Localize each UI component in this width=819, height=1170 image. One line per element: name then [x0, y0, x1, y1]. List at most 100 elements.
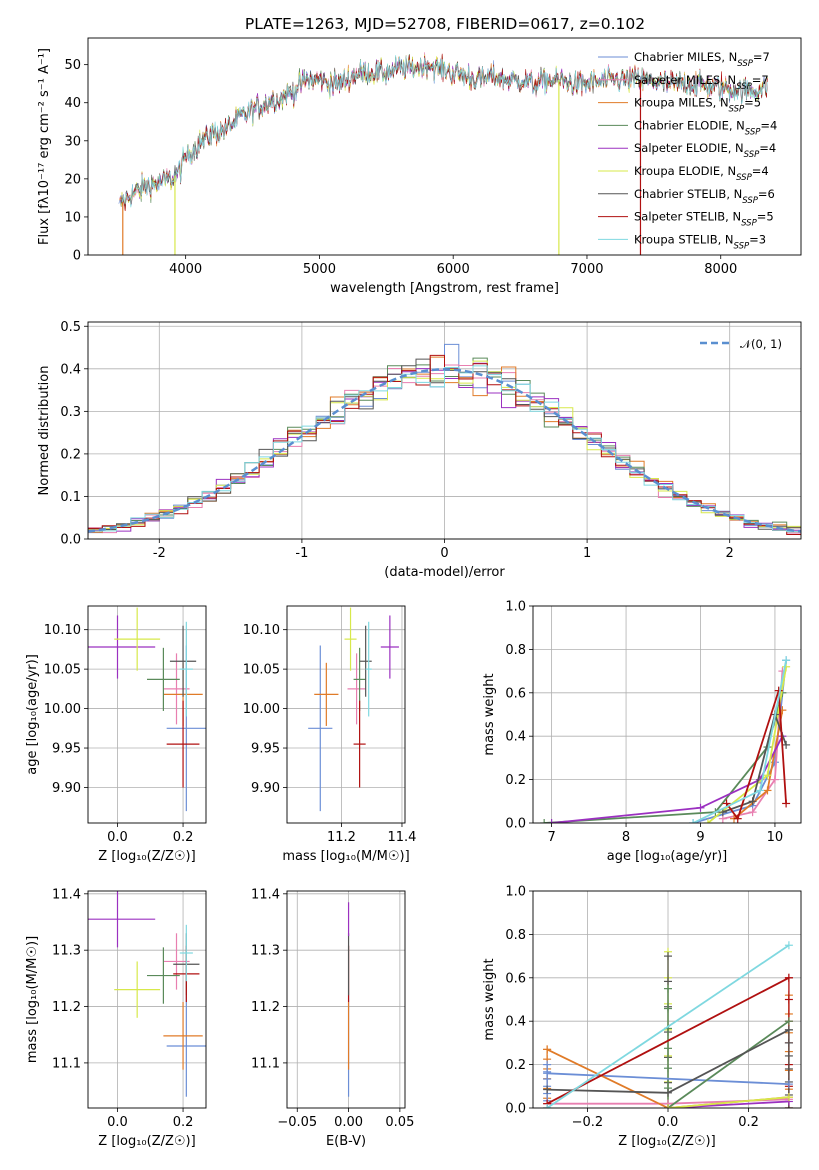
- mass-vs-metallicity-panel: 0.0 0.2 11.1 11.2 11.3 11.4 Z [log₁₀(Z/Z☉)] mas…: [25, 887, 207, 1149]
- y-tick-label: 9.95: [52, 742, 81, 757]
- axes-frame: [286, 605, 406, 824]
- spectrum-panel: 4000 5000 6000 7000 8000 0 10 20 30 40 50 wavelengt…: [37, 37, 802, 296]
- x-tick-label: -2: [153, 546, 166, 561]
- x-tick-label: 4000: [169, 262, 202, 277]
- x-tick-label: 11.4: [387, 830, 416, 845]
- errorbar-marks: [88, 607, 206, 812]
- x-axis-label: E(B-V): [326, 1134, 366, 1149]
- y-axis-label: mass weight: [482, 958, 497, 1040]
- y-tick-label: 10.00: [243, 702, 280, 717]
- x-tick-label: 0: [440, 546, 448, 561]
- y-axis-label: mass [log₁₀(M/M☉)]: [25, 936, 40, 1063]
- x-tick-label: 0.0: [107, 1115, 128, 1130]
- histogram-step-line: [88, 365, 801, 533]
- y-tick-label: 0.8: [505, 643, 526, 658]
- x-tick-label: 5000: [303, 262, 336, 277]
- legend-label-sub: SSP: [734, 241, 750, 251]
- legend-label: Salpeter ELODIE, NSSP=4: [634, 141, 776, 160]
- legend-label-tail: =4: [759, 141, 776, 155]
- legend-label-sub: SSP: [737, 59, 753, 69]
- y-tick-label: 9.90: [251, 781, 280, 796]
- y-tick-label: 0.3: [60, 405, 81, 420]
- x-axis-label: age [log₁₀(age/yr)]: [607, 849, 728, 864]
- y-axis-label: Flux [fλ10⁻¹⁷ erg cm⁻² s⁻¹ A⁻¹]: [37, 48, 52, 245]
- y-tick-label: 0.5: [60, 320, 81, 335]
- legend-label: Chabrier MILES, NSSP=7: [634, 50, 770, 69]
- legend-label-main: Chabrier MILES, N: [634, 50, 737, 64]
- legend-label-sub: SSP: [729, 105, 745, 115]
- mass-weight-vs-metallicity-panel: −0.2 0.0 0.2 0.0 0.2 0.4 0.6 0.8 1.0 Z [log₁₀(Z/Z…: [482, 885, 802, 1149]
- legend-label-tail: =4: [752, 164, 769, 178]
- legend-label-main: Kroupa STELIB, N: [634, 232, 734, 246]
- axes-frame: [87, 37, 802, 256]
- errorbar-marks: [308, 607, 399, 812]
- legend-label-sub: SSP: [741, 219, 757, 229]
- y-tick-label: 0.8: [505, 928, 526, 943]
- x-tick-label: 0.00: [334, 1115, 363, 1130]
- legend-label-tail: =6: [758, 187, 775, 201]
- spectrum-lines: [118, 52, 768, 255]
- x-axis-label: Z [log₁₀(Z/Z☉)]: [98, 1134, 195, 1149]
- y-tick-label: 10: [64, 210, 81, 225]
- x-tick-label: 0.2: [173, 1115, 194, 1130]
- spectrum-series-line: [121, 55, 768, 208]
- axes-frame: [532, 890, 802, 1109]
- legend-label-tail: =5: [744, 96, 761, 110]
- y-axis-label: age [log₁₀(age/yr)]: [25, 654, 40, 775]
- legend-label-main: Salpeter ELODIE, N: [634, 141, 744, 155]
- y-tick-label: 0: [73, 249, 81, 264]
- axes-frame: [87, 321, 802, 540]
- legend-label-sub: SSP: [742, 196, 758, 206]
- x-tick-label: 8000: [704, 262, 737, 277]
- y-tick-label: 10.10: [44, 623, 81, 638]
- legend-label: Kroupa STELIB, NSSP=3: [634, 232, 766, 251]
- weight-lines: [543, 941, 793, 1108]
- residual-histogram-panel: -2 -1 0 1 2 0.0 0.1 0.2 0.3 0.4 0.5 (data-model)/er…: [37, 320, 802, 580]
- legend-label-tail: =4: [760, 118, 777, 132]
- x-tick-label: −0.05: [277, 1115, 317, 1130]
- x-axis-label: mass [log₁₀(M/M☉)]: [282, 849, 409, 864]
- legend-label-sub: SSP: [745, 127, 761, 137]
- y-tick-label: 11.2: [251, 1000, 280, 1015]
- figure-title: PLATE=1263, MJD=52708, FIBERID=0617, z=0…: [245, 15, 645, 33]
- x-tick-label: 8: [622, 830, 630, 845]
- y-axis-label: mass weight: [482, 673, 497, 755]
- legend-label-main: Salpeter MILES, N: [634, 73, 736, 87]
- normal-reference-curve: [88, 368, 801, 533]
- y-tick-label: 0.2: [505, 1058, 526, 1073]
- x-tick-label: 0.2: [173, 830, 194, 845]
- age-vs-metallicity-panel: 0.0 0.2 9.90 9.95 10.00 10.05 10.10 Z [log₁₀(Z/…: [25, 605, 207, 864]
- legend-label-main: Chabrier STELIB, N: [634, 187, 742, 201]
- y-tick-label: 9.90: [52, 781, 81, 796]
- y-tick-label: 0.6: [505, 971, 526, 986]
- age-vs-mass-panel: 11.2 11.4 9.90 9.95 10.00 10.05 10.10 mass [log…: [243, 605, 416, 864]
- y-tick-label: 11.3: [251, 944, 280, 959]
- y-tick-label: 11.1: [52, 1056, 81, 1071]
- x-tick-label: 7000: [570, 262, 603, 277]
- y-tick-label: 10.10: [243, 623, 280, 638]
- y-tick-label: 0.1: [60, 490, 81, 505]
- x-tick-label: 6000: [437, 262, 470, 277]
- y-tick-label: 40: [64, 96, 81, 111]
- legend-label-sub: SSP: [736, 82, 752, 92]
- axes-frame: [87, 890, 207, 1109]
- y-tick-label: 11.3: [52, 944, 81, 959]
- legend-label-main: Chabrier ELODIE, N: [634, 118, 745, 132]
- y-tick-label: 10.05: [243, 663, 280, 678]
- y-tick-label: 11.4: [251, 887, 280, 902]
- weight-series-line: [546, 944, 790, 1108]
- axes-frame: [286, 890, 406, 1109]
- x-tick-label: −0.2: [572, 1115, 604, 1130]
- y-tick-label: 0.2: [60, 447, 81, 462]
- y-tick-label: 11.1: [251, 1056, 280, 1071]
- x-tick-label: 1: [583, 546, 591, 561]
- legend-label: Salpeter STELIB, NSSP=5: [634, 210, 774, 229]
- x-tick-label: 0.0: [658, 1115, 679, 1130]
- x-axis-label: Z [log₁₀(Z/Z☉)]: [618, 1134, 715, 1149]
- legend-label: Kroupa MILES, NSSP=5: [634, 96, 761, 115]
- x-axis-label: Z [log₁₀(Z/Z☉)]: [98, 849, 195, 864]
- legend-label: Chabrier ELODIE, NSSP=4: [634, 118, 777, 137]
- weight-series-line: [725, 690, 787, 821]
- y-tick-label: 0.0: [505, 817, 526, 832]
